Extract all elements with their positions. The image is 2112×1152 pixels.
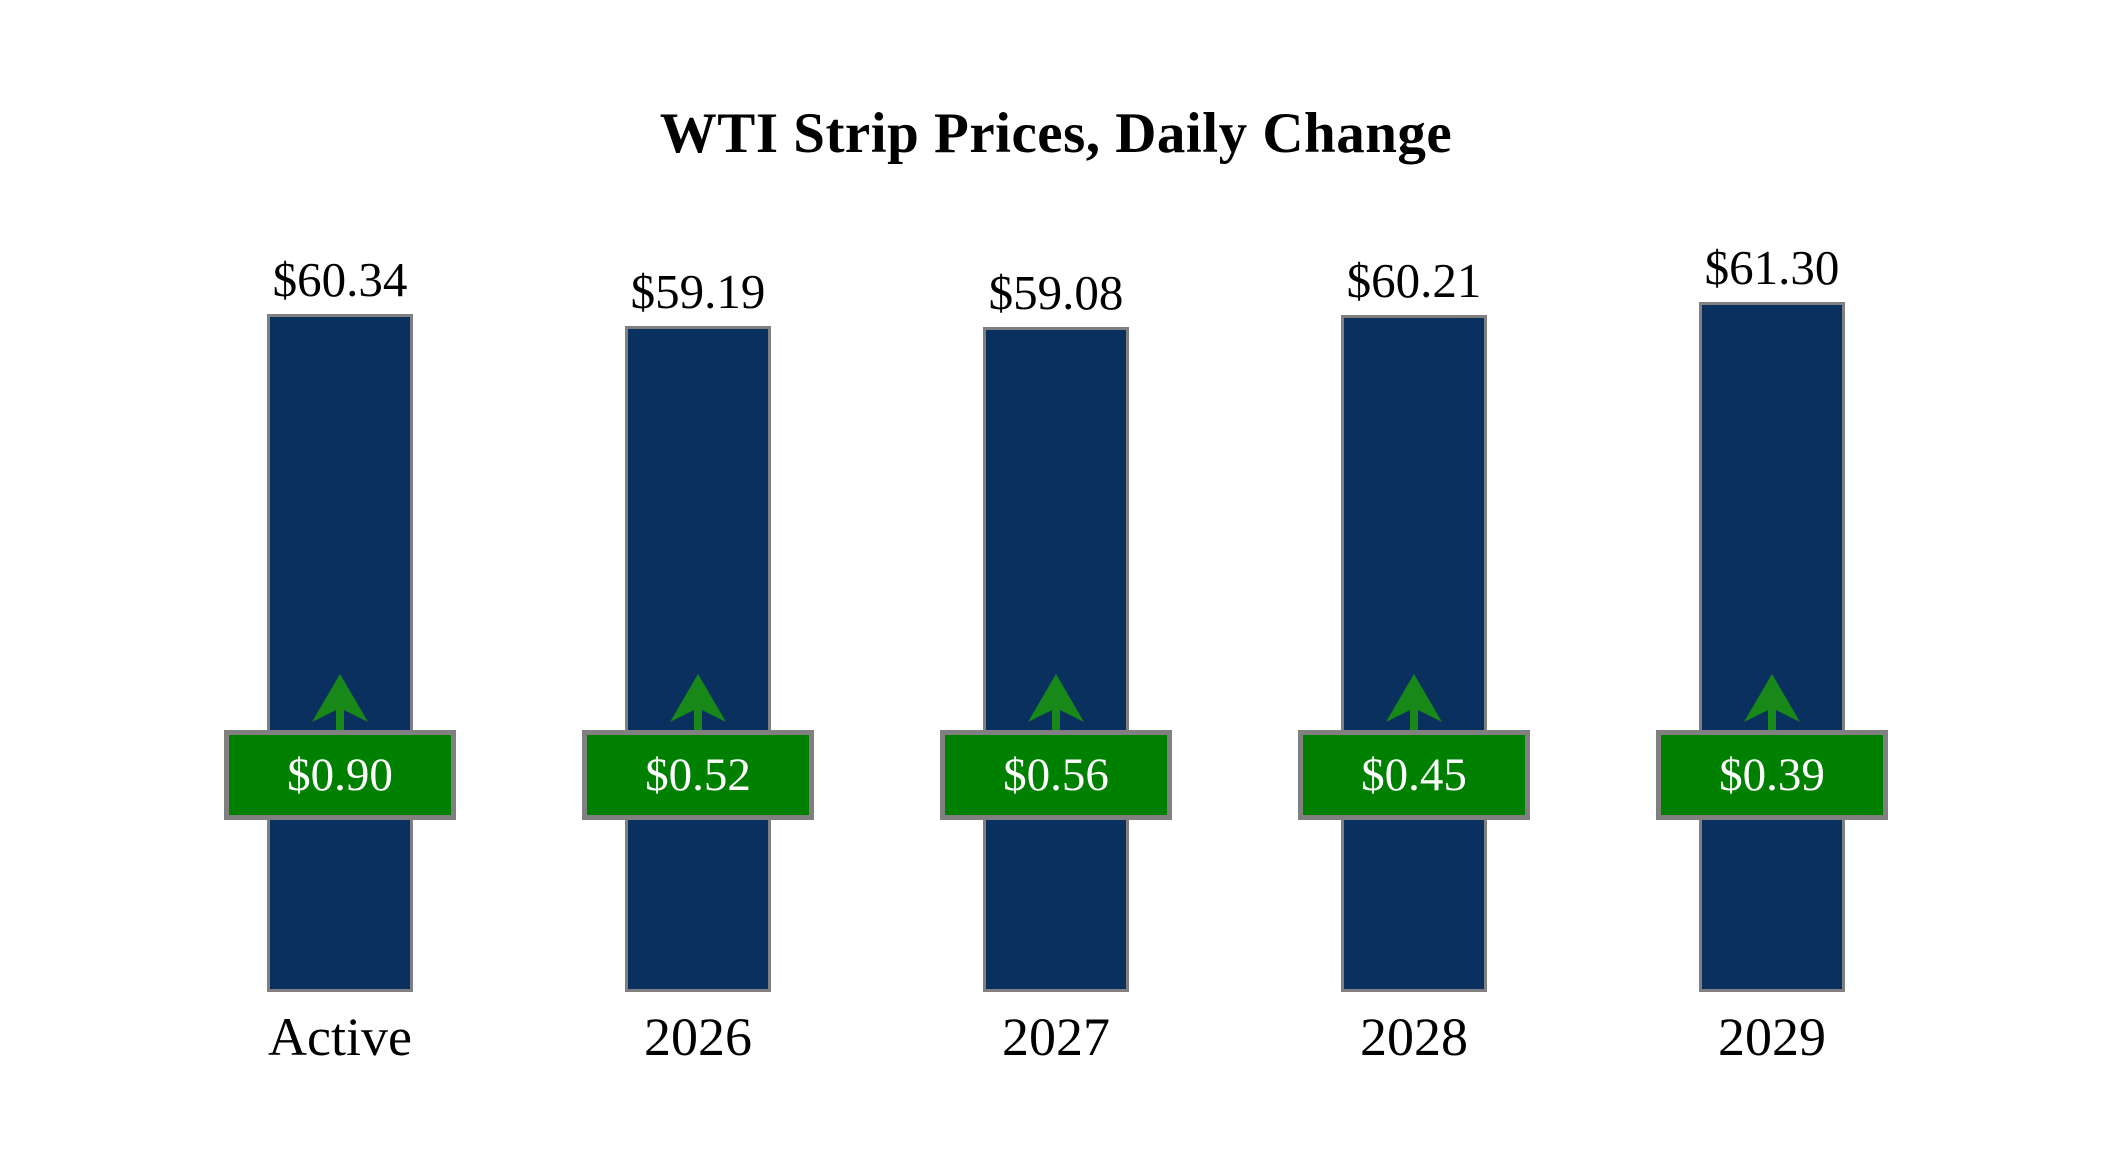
- category-label: Active: [268, 1007, 412, 1067]
- chart-title: WTI Strip Prices, Daily Change: [659, 102, 1453, 165]
- bar-group-2027: $59.08 $0.56 2027: [940, 0, 1172, 1152]
- change-badge: $0.56: [940, 730, 1172, 820]
- up-arrow-icon: [1744, 674, 1800, 730]
- bar-group-2026: $59.19 $0.52 2026: [582, 0, 814, 1152]
- bar: [1699, 302, 1845, 992]
- change-label: $0.45: [1361, 748, 1467, 801]
- change-label: $0.39: [1719, 748, 1825, 801]
- bar: [267, 314, 413, 992]
- change-badge: $0.52: [582, 730, 814, 820]
- category-label: 2028: [1360, 1007, 1468, 1067]
- price-label: $60.34: [272, 252, 408, 307]
- price-label: $59.08: [988, 265, 1124, 320]
- bar: [625, 326, 771, 992]
- up-arrow-icon: [1386, 674, 1442, 730]
- change-label: $0.90: [287, 748, 393, 801]
- bar-group-2028: $60.21 $0.45 2028: [1298, 0, 1530, 1152]
- up-arrow-icon: [1028, 674, 1084, 730]
- category-label: 2029: [1718, 1007, 1826, 1067]
- price-label: $59.19: [630, 264, 766, 319]
- change-label: $0.56: [1003, 748, 1109, 801]
- change-badge: $0.90: [224, 730, 456, 820]
- bar: [1341, 315, 1487, 992]
- change-label: $0.52: [645, 748, 751, 801]
- up-arrow-icon: [312, 674, 368, 730]
- change-badge: $0.39: [1656, 730, 1888, 820]
- up-arrow-icon: [670, 674, 726, 730]
- bar-group-active: $60.34 $0.90 Active: [224, 0, 456, 1152]
- bar-group-2029: $61.30 $0.39 2029: [1656, 0, 1888, 1152]
- category-label: 2026: [644, 1007, 752, 1067]
- bar: [983, 327, 1129, 992]
- change-badge: $0.45: [1298, 730, 1530, 820]
- price-label: $60.21: [1346, 253, 1482, 308]
- price-label: $61.30: [1704, 240, 1840, 295]
- category-label: 2027: [1002, 1007, 1110, 1067]
